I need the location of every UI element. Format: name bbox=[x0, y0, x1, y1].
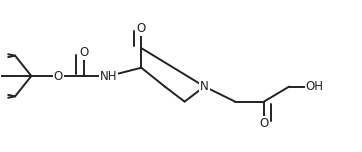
Text: O: O bbox=[54, 69, 63, 83]
Text: NH: NH bbox=[100, 69, 118, 83]
Text: O: O bbox=[137, 22, 146, 35]
Text: OH: OH bbox=[306, 80, 323, 93]
Text: O: O bbox=[79, 46, 88, 59]
Text: N: N bbox=[200, 80, 209, 93]
Text: O: O bbox=[259, 117, 269, 130]
